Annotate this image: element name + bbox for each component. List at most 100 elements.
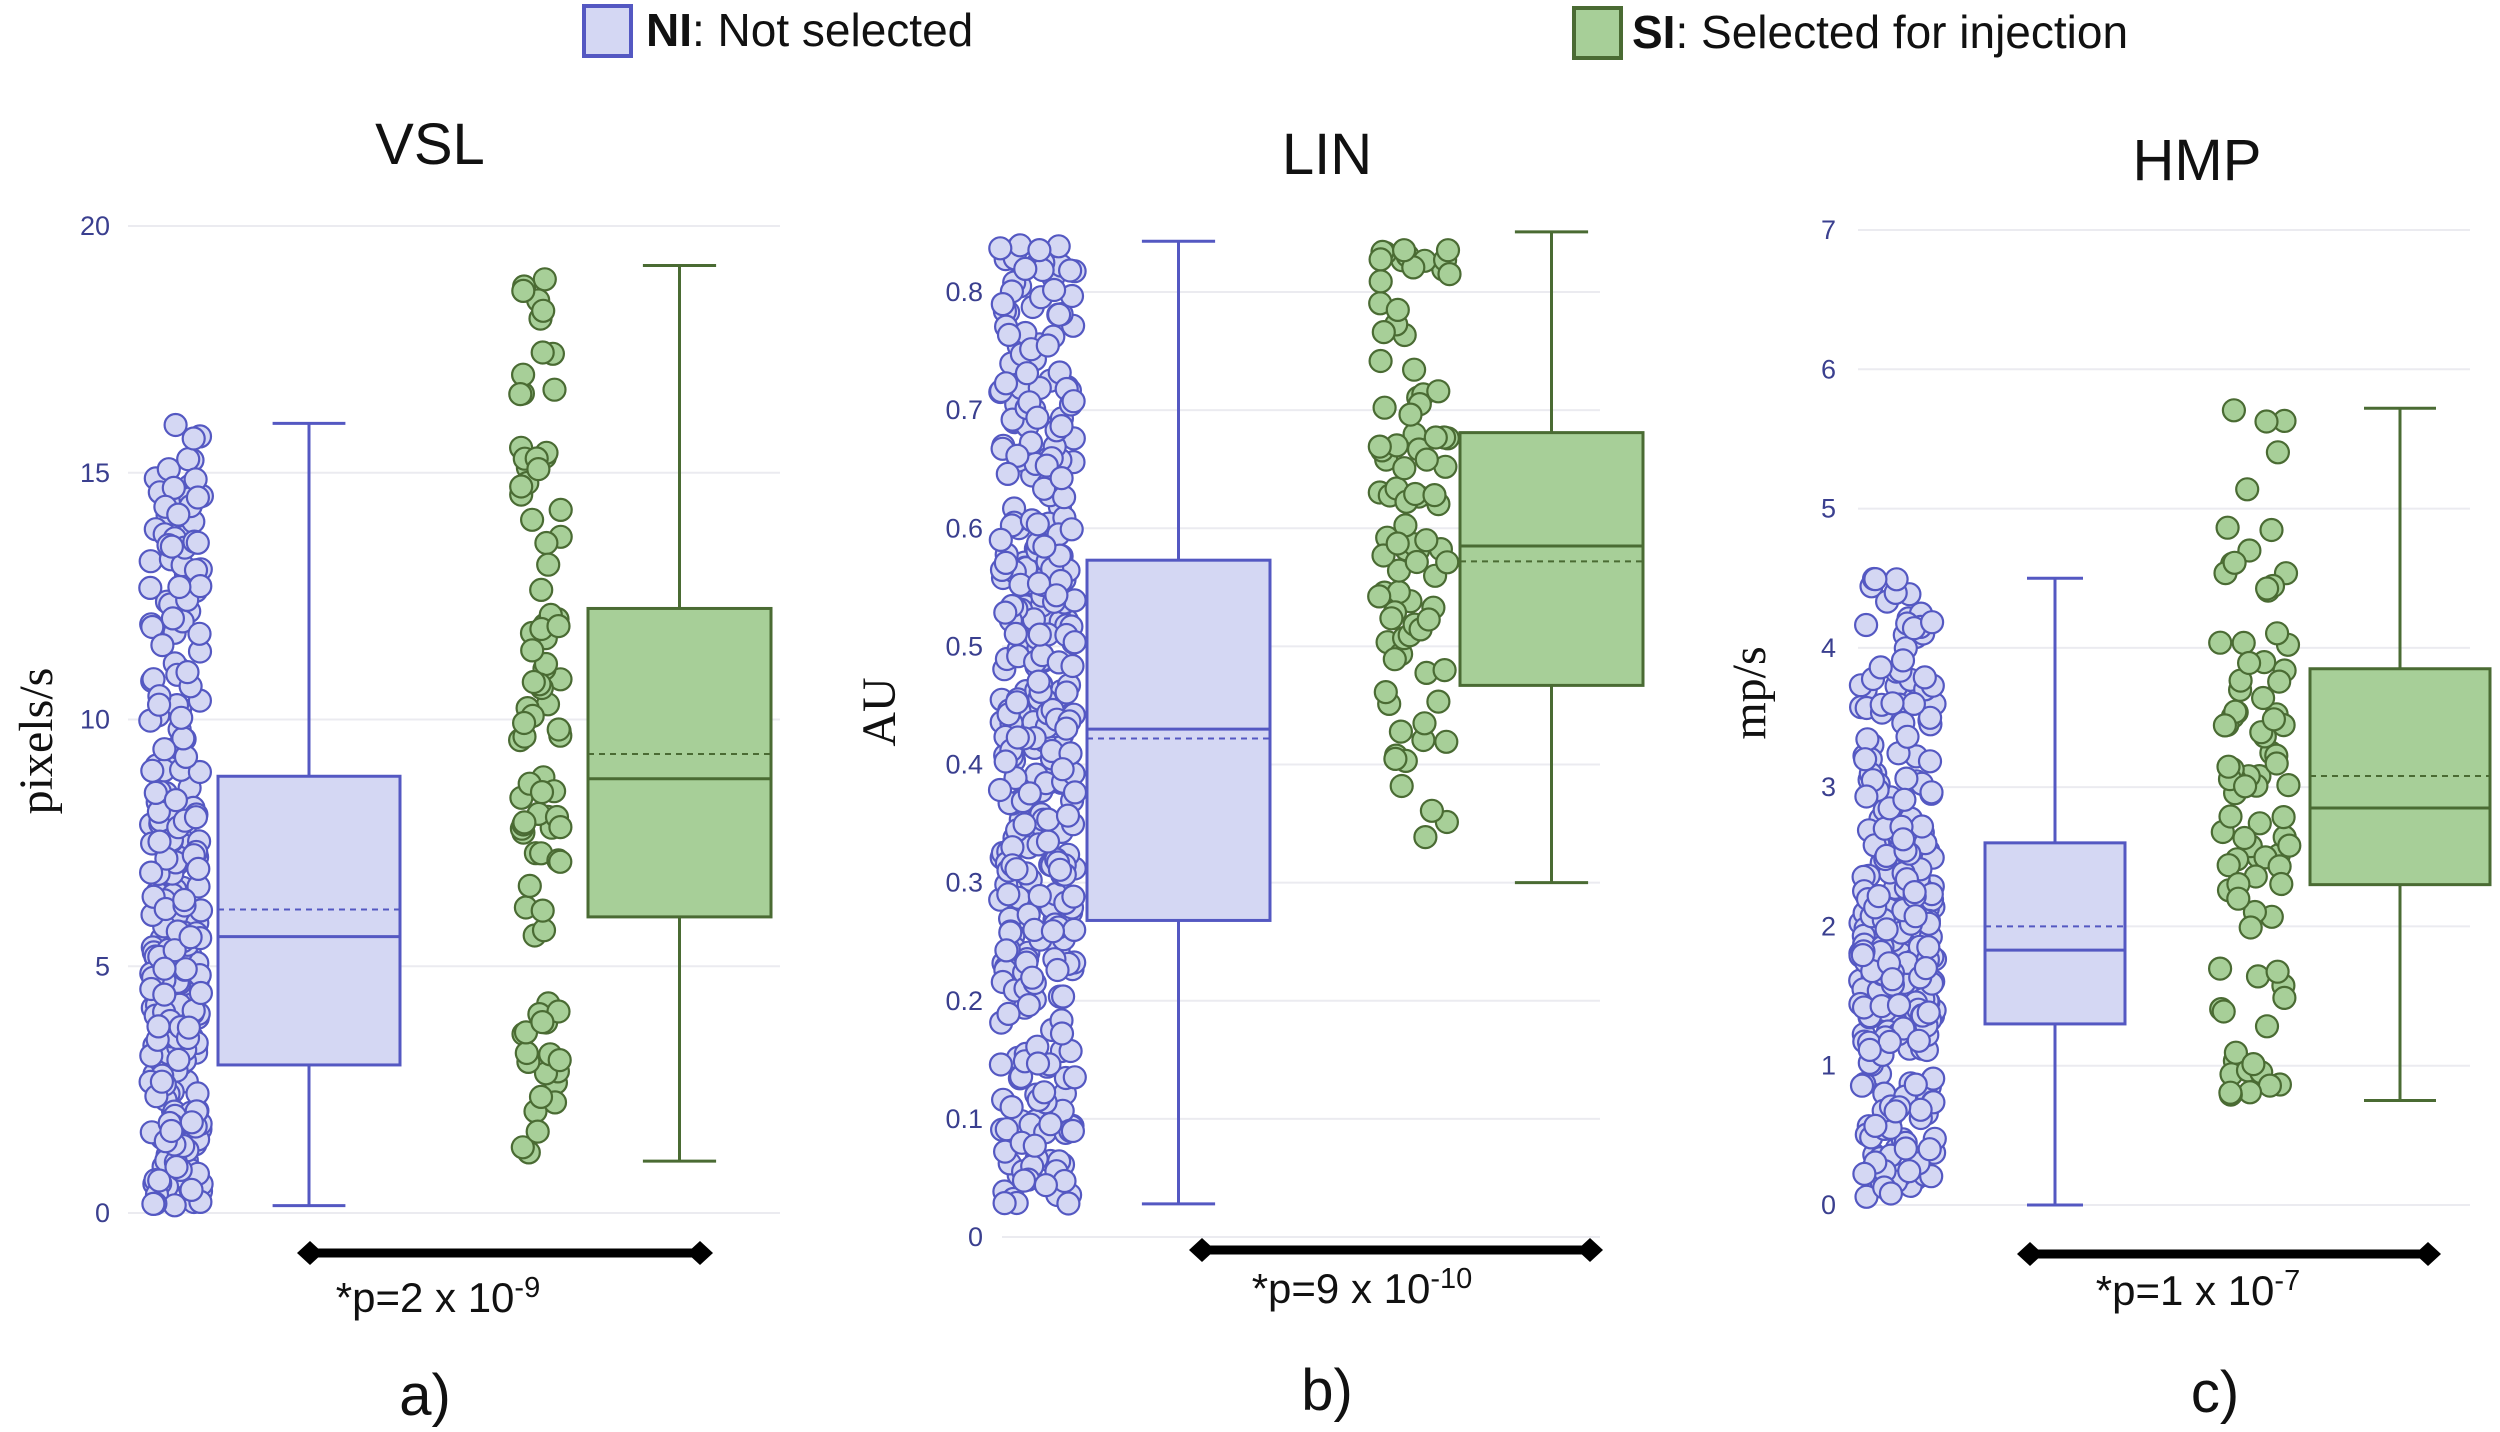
chart-title: LIN — [1282, 122, 1372, 187]
data-point-ni — [178, 925, 203, 950]
legend-abbr-ni: NI — [646, 4, 692, 56]
data-point-ni — [1897, 1159, 1922, 1184]
data-point-ni — [1890, 648, 1916, 673]
data-point-si — [2218, 1080, 2243, 1105]
data-point-ni — [152, 956, 177, 981]
chart-title: HMP — [2133, 128, 2262, 193]
data-point-ni — [1886, 992, 1912, 1018]
data-point-ni — [1060, 1118, 1086, 1144]
data-point-si — [1391, 238, 1417, 263]
p-value: *p=9 x 10-10 — [1252, 1263, 1473, 1312]
data-point-si — [1413, 824, 1438, 850]
box-iqr — [216, 774, 402, 1067]
data-point-si — [1422, 483, 1447, 508]
data-point-si — [2216, 754, 2241, 779]
data-point-si — [2208, 956, 2233, 981]
data-point-si — [2276, 772, 2301, 798]
y-tick-label: 10 — [80, 705, 110, 735]
data-point-ni — [1027, 883, 1052, 909]
data-point-ni — [1054, 680, 1079, 705]
data-point-si — [1404, 549, 1429, 575]
data-point-si — [528, 1084, 554, 1110]
data-point-si — [1389, 773, 1414, 799]
data-point-ni — [1894, 766, 1919, 791]
y-tick-label: 0.8 — [945, 277, 983, 307]
data-point-si — [1414, 447, 1439, 472]
data-point-ni — [147, 1168, 172, 1193]
data-point-ni — [1061, 884, 1086, 909]
data-point-si — [511, 278, 536, 303]
data-point-ni — [1049, 414, 1074, 439]
data-point-ni — [1919, 780, 1944, 805]
data-point-ni — [166, 502, 191, 527]
data-point-si — [2251, 685, 2276, 711]
data-point-ni — [140, 614, 165, 640]
data-point-ni — [159, 534, 184, 559]
data-point-ni — [185, 485, 210, 510]
data-point-ni — [994, 938, 1019, 963]
data-point-ni — [1013, 256, 1038, 281]
data-point-si — [2218, 804, 2243, 829]
data-point-ni — [1852, 747, 1878, 772]
box-si — [586, 263, 773, 1163]
data-point-ni — [1046, 234, 1071, 259]
data-point-si — [530, 340, 555, 365]
data-point-ni — [176, 447, 201, 472]
data-point-ni — [1046, 302, 1072, 327]
y-tick-label: 0 — [1821, 1190, 1836, 1220]
data-point-ni — [1878, 1181, 1904, 1206]
y-tick-label: 3 — [1821, 772, 1836, 802]
data-point-ni — [163, 412, 188, 438]
data-point-ni — [1895, 724, 1920, 749]
data-point-ni — [988, 1052, 1014, 1077]
data-point-si — [1371, 320, 1396, 345]
data-point-ni — [179, 1177, 204, 1203]
data-point-si — [547, 1047, 572, 1073]
chart-title: VSL — [375, 112, 485, 177]
data-point-ni — [166, 1047, 191, 1073]
data-point-si — [2265, 440, 2290, 465]
y-ticks: 0 5 10 15 20 — [80, 211, 110, 1228]
data-point-si — [1382, 647, 1407, 672]
data-point-si — [1379, 606, 1404, 631]
data-point-si — [1426, 379, 1451, 404]
data-point-ni — [1903, 1072, 1928, 1097]
data-point-ni — [163, 787, 188, 813]
data-point-ni — [1883, 1099, 1908, 1124]
boxes — [216, 263, 773, 1208]
svg-text:SI: Selected for injection: SI: Selected for injection — [1632, 6, 2128, 58]
data-point-si — [1432, 657, 1457, 683]
boxes — [1983, 406, 2492, 1207]
significance-marker-right — [687, 1241, 713, 1265]
data-point-ni — [1890, 827, 1916, 852]
significance-marker-left — [297, 1241, 323, 1265]
data-point-si — [1367, 434, 1392, 459]
data-point-si — [1368, 348, 1393, 374]
y-axis-label: AU — [853, 677, 906, 746]
data-point-si — [534, 530, 559, 556]
data-point-si — [2271, 804, 2296, 830]
chart-vsl: VSL pixels/s 0 5 10 15 20 *p=2 x 10-9 a) — [10, 112, 780, 1428]
data-point-ni — [179, 1110, 204, 1135]
data-point-si — [1386, 579, 1411, 605]
data-point-si — [2257, 1073, 2282, 1098]
data-point-si — [530, 1009, 555, 1035]
significance-marker-left — [1189, 1238, 1215, 1262]
gridlines — [1858, 229, 2470, 1206]
data-point-si — [2223, 1040, 2248, 1065]
data-point-si — [2226, 886, 2251, 911]
data-point-ni — [992, 1190, 1017, 1216]
data-point-si — [1434, 729, 1459, 754]
data-point-si — [2231, 630, 2256, 656]
data-point-ni — [1902, 879, 1927, 905]
data-point-si — [512, 810, 537, 835]
data-point-ni — [1852, 1161, 1877, 1187]
data-points — [138, 267, 573, 1218]
data-point-ni — [1004, 690, 1030, 715]
data-point-ni — [1062, 1065, 1087, 1090]
y-tick-label: 0.6 — [945, 513, 983, 543]
data-point-si — [2235, 477, 2260, 502]
data-point-si — [508, 382, 533, 407]
data-point-ni — [1014, 361, 1040, 386]
